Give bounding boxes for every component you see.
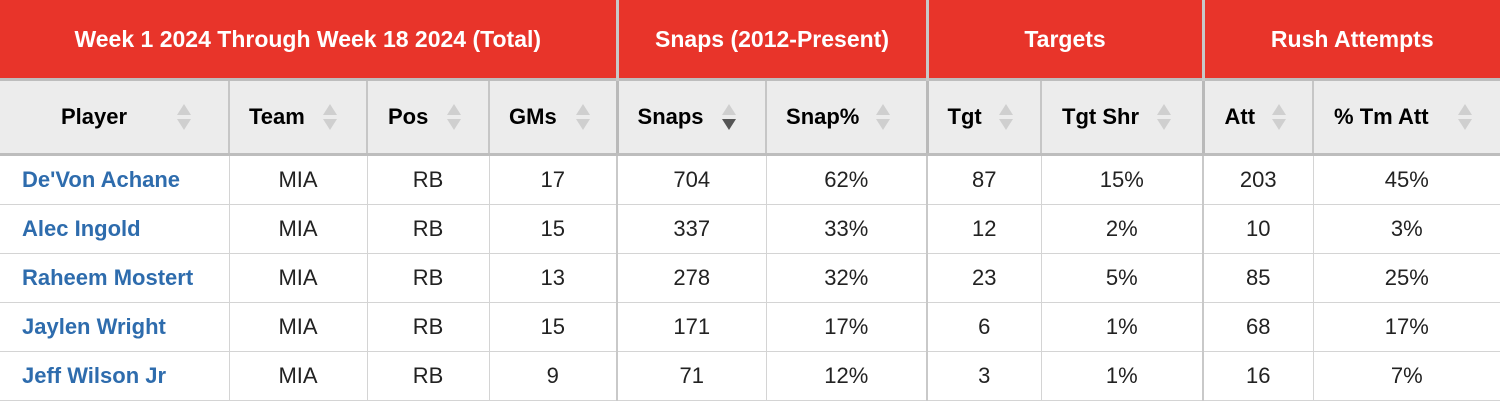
tgt-shr-cell: 5% [1041,253,1205,303]
group-header-snaps: Snaps (2012-Present) [617,0,929,80]
group-header-targets: Targets [927,0,1205,80]
column-header-team[interactable]: Team [229,78,368,156]
pos-cell: RB [367,154,490,205]
pos-cell: RB [367,253,490,303]
tm-att-cell: 7% [1313,351,1500,401]
tgt-cell: 6 [927,302,1042,352]
group-header-period: Week 1 2024 Through Week 18 2024 (Total) [0,0,619,80]
snaps-cell: 337 [617,204,767,254]
table-row: Raheem Mostert MIA RB 13 278 32% 23 5% 8… [0,253,1500,303]
table-row: Alec Ingold MIA RB 15 337 33% 12 2% 10 3… [0,204,1500,254]
att-cell: 10 [1203,204,1314,254]
team-cell: MIA [229,253,368,303]
table-row: De'Von Achane MIA RB 17 704 62% 87 15% 2… [0,154,1500,205]
team-cell: MIA [229,204,368,254]
tgt-cell: 3 [927,351,1042,401]
column-label-pos: Pos [388,104,429,129]
tm-att-cell: 3% [1313,204,1500,254]
sort-icon[interactable] [876,104,891,130]
column-label-snap-pct: Snap% [786,104,860,129]
player-cell: Raheem Mostert [0,253,230,303]
player-cell: De'Von Achane [0,154,230,205]
player-cell: Jaylen Wright [0,302,230,352]
gms-cell: 15 [489,204,619,254]
tgt-cell: 12 [927,204,1042,254]
column-label-tm-att: % Tm Att [1334,104,1429,129]
player-link[interactable]: De'Von Achane [22,167,181,192]
sort-icon[interactable] [447,104,462,130]
column-label-snaps: Snaps [637,104,704,129]
column-label-tgt: Tgt [947,104,982,129]
team-cell: MIA [229,351,368,401]
tgt-shr-cell: 1% [1041,351,1205,401]
tgt-shr-cell: 15% [1041,154,1205,205]
tgt-cell: 23 [927,253,1042,303]
column-header-player[interactable]: Player [0,78,230,156]
snap-pct-cell: 32% [766,253,929,303]
sort-icon[interactable] [322,104,337,130]
column-label-tgt-shr: Tgt Shr [1062,104,1140,129]
snaps-cell: 71 [617,351,767,401]
tm-att-cell: 17% [1313,302,1500,352]
tm-att-cell: 25% [1313,253,1500,303]
snap-pct-cell: 33% [766,204,929,254]
column-header-gms[interactable]: GMs [489,78,619,156]
snaps-cell: 704 [617,154,767,205]
player-link[interactable]: Alec Ingold [22,216,141,241]
table-row: Jeff Wilson Jr MIA RB 9 71 12% 3 1% 16 7… [0,351,1500,401]
column-header-pos[interactable]: Pos [367,78,490,156]
column-label-team: Team [249,104,305,129]
gms-cell: 15 [489,302,619,352]
gms-cell: 13 [489,253,619,303]
gms-cell: 9 [489,351,619,401]
snap-pct-cell: 17% [766,302,929,352]
pos-cell: RB [367,302,490,352]
column-header-att[interactable]: Att [1203,78,1315,156]
group-header-row: Week 1 2024 Through Week 18 2024 (Total)… [0,0,1500,80]
sort-icon[interactable] [1272,104,1287,130]
player-cell: Alec Ingold [0,204,230,254]
snap-pct-cell: 12% [766,351,929,401]
column-header-row: Player Team Pos GMs [0,78,1500,156]
pos-cell: RB [367,204,490,254]
column-header-tgt-shr[interactable]: Tgt Shr [1041,78,1205,156]
tgt-cell: 87 [927,154,1042,205]
team-cell: MIA [229,154,368,205]
column-label-att: Att [1224,104,1256,129]
player-cell: Jeff Wilson Jr [0,351,230,401]
snaps-cell: 171 [617,302,767,352]
column-header-tgt[interactable]: Tgt [927,78,1043,156]
snap-pct-cell: 62% [766,154,929,205]
column-label-player: Player [61,104,128,129]
snaps-cell: 278 [617,253,767,303]
sort-descending-icon[interactable] [721,104,736,130]
group-header-rush-attempts: Rush Attempts [1203,0,1500,80]
tm-att-cell: 45% [1313,154,1500,205]
player-link[interactable]: Raheem Mostert [22,265,194,290]
att-cell: 16 [1203,351,1314,401]
gms-cell: 17 [489,154,619,205]
sort-icon[interactable] [1157,104,1172,130]
pos-cell: RB [367,351,490,401]
att-cell: 203 [1203,154,1314,205]
team-cell: MIA [229,302,368,352]
tgt-shr-cell: 1% [1041,302,1205,352]
column-header-snaps[interactable]: Snaps [617,78,768,156]
table-row: Jaylen Wright MIA RB 15 171 17% 6 1% 68 … [0,302,1500,352]
sort-icon[interactable] [575,104,590,130]
column-label-gms: GMs [509,104,557,129]
att-cell: 85 [1203,253,1314,303]
att-cell: 68 [1203,302,1314,352]
sort-icon[interactable] [1457,104,1472,130]
tgt-shr-cell: 2% [1041,204,1205,254]
player-link[interactable]: Jaylen Wright [22,314,166,339]
sort-icon[interactable] [177,104,192,130]
column-header-snap-pct[interactable]: Snap% [766,78,929,156]
player-link[interactable]: Jeff Wilson Jr [22,363,167,388]
column-header-tm-att[interactable]: % Tm Att [1313,78,1500,156]
sort-icon[interactable] [998,104,1013,130]
